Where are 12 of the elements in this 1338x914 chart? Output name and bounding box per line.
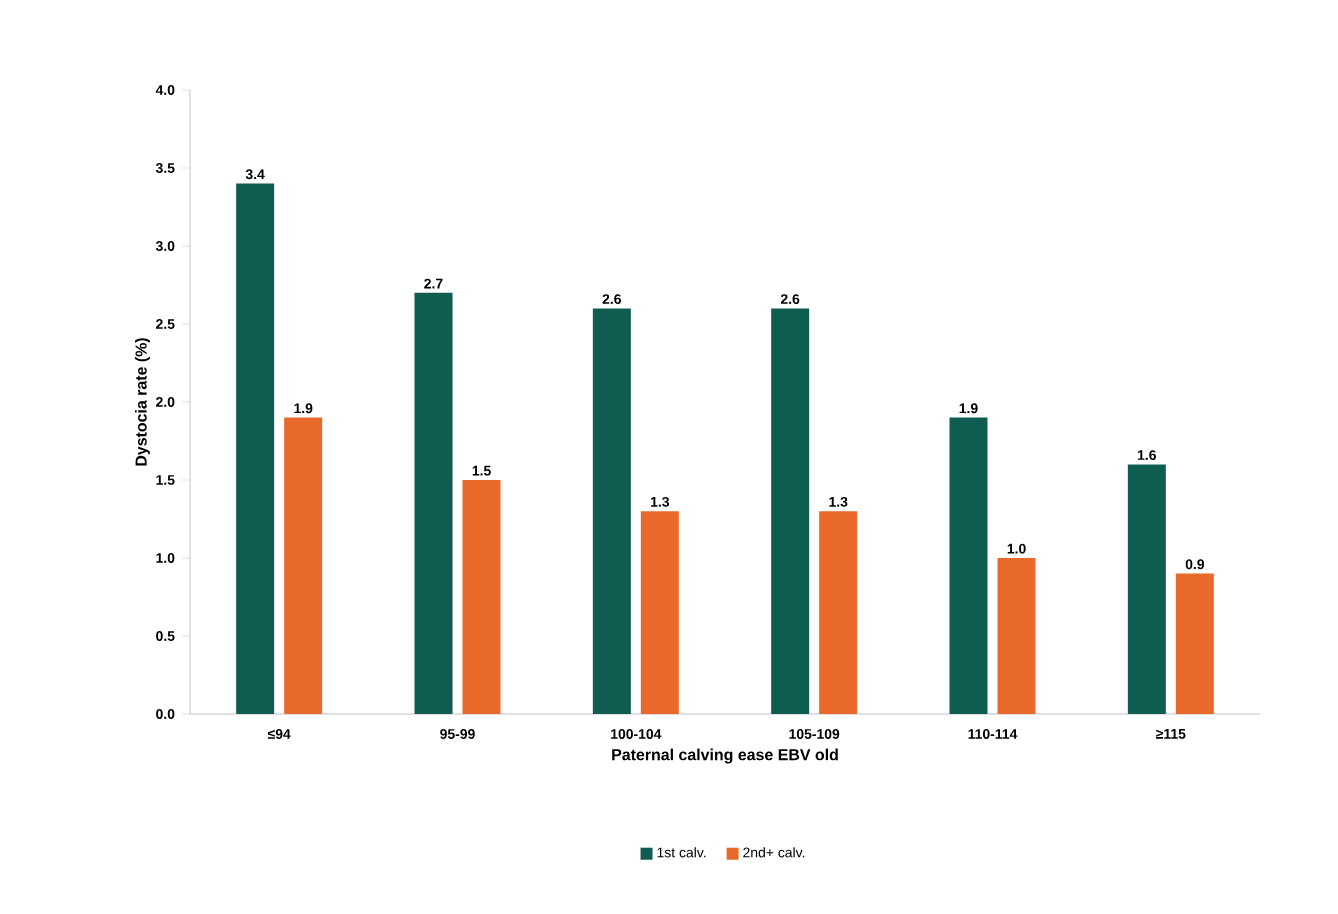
bar [1175,573,1214,714]
bar [771,308,810,714]
bar [284,417,323,714]
bar [997,558,1036,714]
bar [1127,464,1166,714]
bar [592,308,631,714]
bar [236,183,275,714]
bar [819,511,858,714]
bar [462,480,501,714]
bar [414,292,453,714]
bar [949,417,988,714]
bar [640,511,679,714]
